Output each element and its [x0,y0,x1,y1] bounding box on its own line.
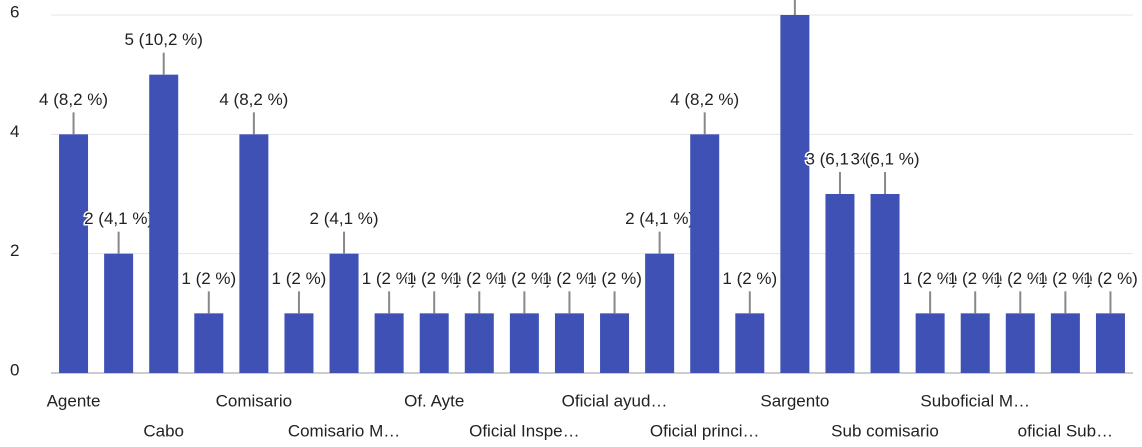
value-label: 3 (6,1 %) [805,149,874,168]
bar [374,313,404,373]
value-label: 2 (4,1 %) [310,209,379,228]
value-label: 1 (2 %) [587,269,642,288]
value-label: 1 (2 %) [542,269,597,288]
value-label: 4 (8,2 %) [670,90,739,109]
value-label: 1 (2 %) [948,269,1003,288]
bar [1095,313,1125,373]
value-label: 1 (2 %) [497,269,552,288]
x-tick-label: Comisario M… [288,421,400,440]
bar [735,313,765,373]
bar [554,313,584,373]
value-label: 5 (10,2 %) [124,30,202,49]
x-tick-label: Cabo [143,421,184,440]
bar [419,313,449,373]
bar [104,253,134,373]
y-tick-label: 6 [10,2,19,21]
bar [59,134,89,373]
value-label: 1 (2 %) [362,269,417,288]
bar [329,253,359,373]
y-tick-label: 2 [10,241,19,260]
x-tick-label: Oficial Inspe… [469,421,580,440]
value-label: 2 (4,1 %) [625,209,694,228]
value-label: 1 (2 %) [452,269,507,288]
value-label: 3 (6,1 %) [851,149,920,168]
bar [1005,313,1035,373]
x-tick-label: Sub comisario [831,421,939,440]
bar [825,194,855,373]
bar [1050,313,1080,373]
x-tick-label: Oficial princi… [650,421,760,440]
value-label: 1 (2 %) [1038,269,1093,288]
value-label: 1 (2 %) [1083,269,1138,288]
value-label: 1 (2 %) [272,269,327,288]
bar [780,15,810,373]
x-tick-label: oficial Sub… [1018,421,1113,440]
bar [915,313,945,373]
x-tick-label: Agente [47,391,101,410]
x-tick-label: Comisario [216,391,293,410]
x-tick-label: Oficial ayud… [562,391,668,410]
value-label: 4 (8,2 %) [219,90,288,109]
y-tick-label: 0 [10,360,19,379]
value-label: 1 (2 %) [407,269,462,288]
bar [284,313,314,373]
bar [149,74,179,374]
y-tick-label: 4 [10,122,19,141]
bar [509,313,539,373]
value-label: 1 (2 %) [181,269,236,288]
value-label: 4 (8,2 %) [39,90,108,109]
bar [239,134,269,373]
value-label: 1 (2 %) [722,269,777,288]
bar [870,194,900,373]
x-tick-label: Of. Ayte [404,391,464,410]
bar [960,313,990,373]
value-label: 1 (2 %) [903,269,958,288]
bar [600,313,630,373]
value-label: 1 (2 %) [993,269,1048,288]
bar [690,134,720,373]
x-tick-label: Suboficial M… [920,391,1030,410]
x-tick-label: Sargento [760,391,829,410]
value-label: 2 (4,1 %) [84,209,153,228]
bar [464,313,494,373]
bar [645,253,675,373]
bar [194,313,224,373]
